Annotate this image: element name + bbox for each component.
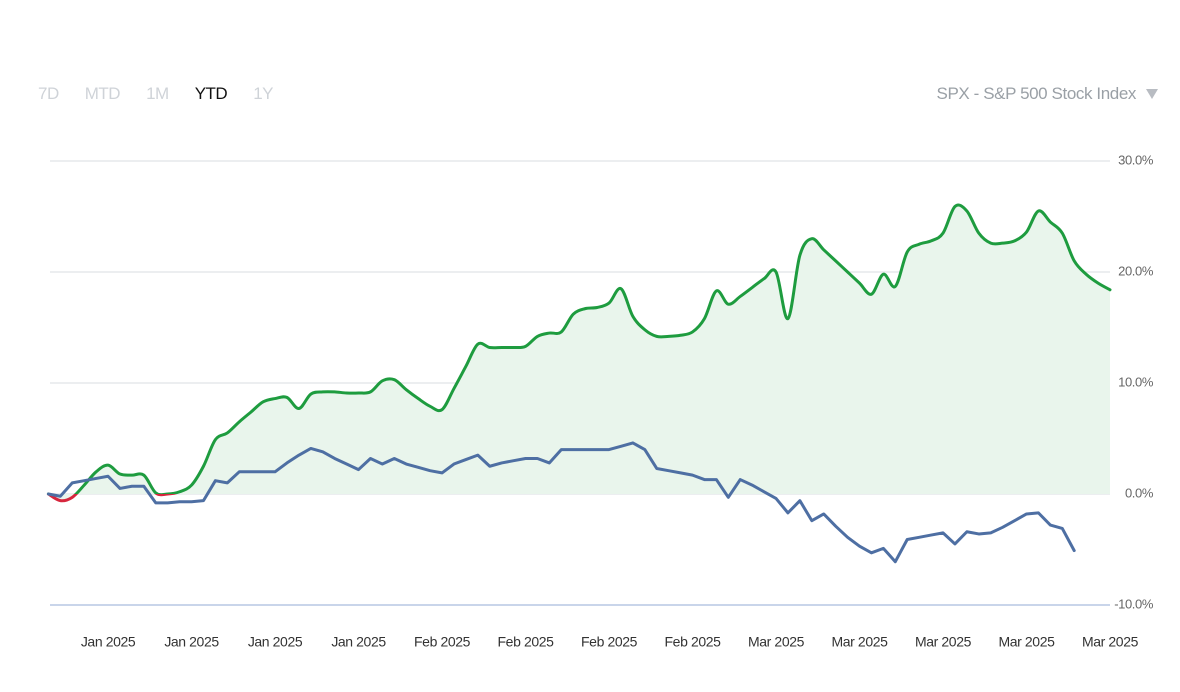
x-tick-label: Mar 2025 xyxy=(915,634,972,650)
series-line xyxy=(46,441,1076,564)
area xyxy=(48,204,1110,501)
timeframe-button[interactable]: MTD xyxy=(77,82,128,106)
x-tick-label: Mar 2025 xyxy=(999,634,1056,650)
x-tick-label: Mar 2025 xyxy=(748,634,805,650)
x-tick-label: Feb 2025 xyxy=(414,634,471,650)
y-tick-label: 10.0% xyxy=(1118,374,1154,389)
x-tick-label: Feb 2025 xyxy=(665,634,722,650)
y-tick-label: -10.0% xyxy=(1114,596,1154,611)
timeframe-selector: 7D MTD 1M YTD 1Y xyxy=(30,82,291,106)
dropdown-caret xyxy=(1146,89,1158,99)
x-tick-label: Feb 2025 xyxy=(581,634,638,650)
timeframe-button[interactable]: 7D xyxy=(30,82,67,106)
series-line xyxy=(46,203,1112,503)
timeframe-button[interactable]: 1Y xyxy=(245,82,281,106)
benchmark-dropdown[interactable]: SPX - S&P 500 Stock Index xyxy=(937,84,1158,104)
y-tick-label: 30.0% xyxy=(1118,152,1154,167)
x-tick-label: Jan 2025 xyxy=(81,634,136,650)
x-tick-label: Mar 2025 xyxy=(1082,634,1139,650)
benchmark-label: SPX - S&P 500 Stock Index xyxy=(936,84,1137,103)
x-tick-label: Jan 2025 xyxy=(331,634,386,650)
y-tick-label: 0.0% xyxy=(1125,485,1154,500)
x-tick-label: Mar 2025 xyxy=(832,634,889,650)
x-tick-label: Jan 2025 xyxy=(164,634,219,650)
timeframe-button[interactable]: YTD xyxy=(187,82,236,106)
y-tick-label: 20.0% xyxy=(1118,263,1154,278)
x-tick-label: Feb 2025 xyxy=(498,634,555,650)
timeframe-button[interactable]: 1M xyxy=(138,82,177,106)
x-tick-label: Jan 2025 xyxy=(248,634,303,650)
